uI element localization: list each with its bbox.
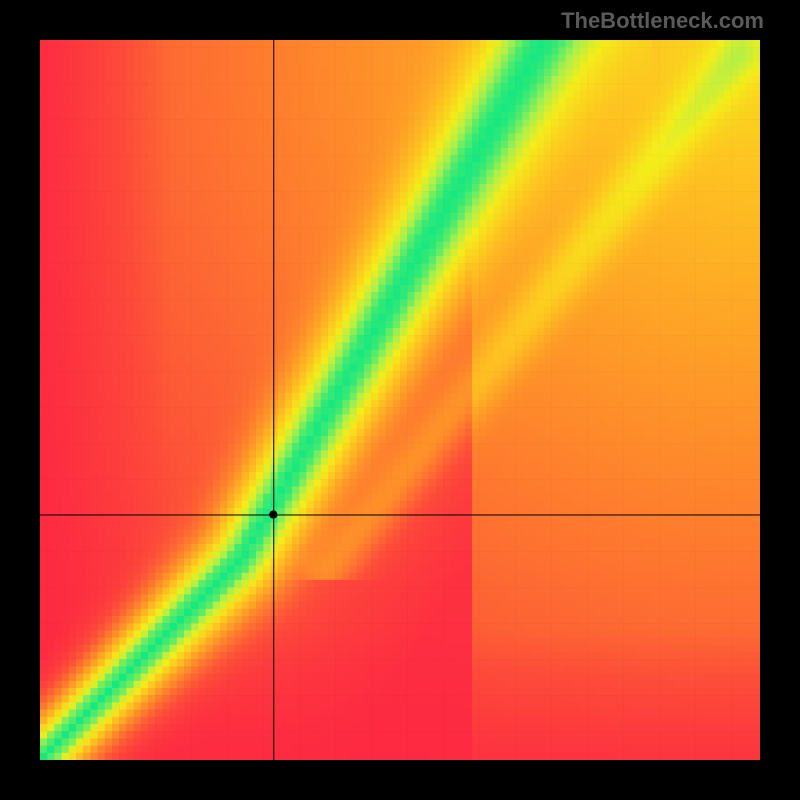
chart-container: TheBottleneck.com bbox=[0, 0, 800, 800]
watermark-text: TheBottleneck.com bbox=[561, 8, 764, 34]
bottleneck-heatmap bbox=[40, 40, 760, 760]
